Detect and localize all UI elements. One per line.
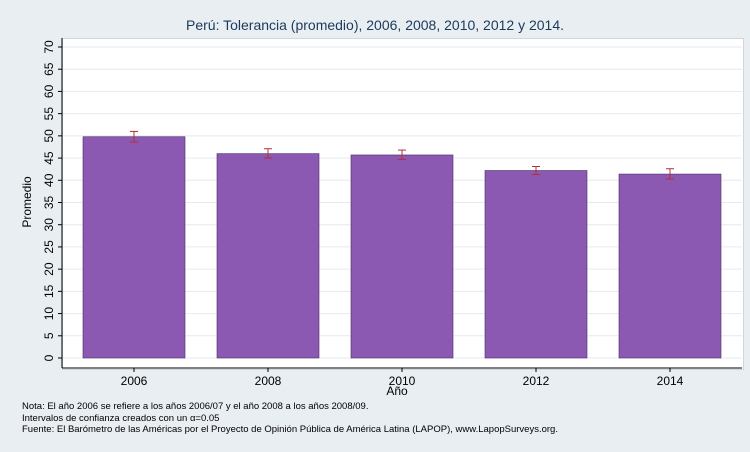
y-tick-label: 35: [42, 196, 56, 210]
y-tick-label: 10: [42, 307, 56, 321]
footnotes: Nota: El año 2006 se refiere a los años …: [22, 401, 558, 436]
x-tick-label-2012: 2012: [523, 374, 550, 388]
footnote-confidence: Intervalos de confianza creados con un α…: [22, 412, 220, 424]
y-tick-label: 50: [42, 129, 56, 143]
y-tick-label: 30: [42, 218, 56, 232]
y-tick-label: 20: [42, 262, 56, 276]
y-tick-label: 70: [42, 40, 56, 54]
y-tick-label: 60: [42, 84, 56, 98]
y-tick-label: 65: [42, 62, 56, 76]
footnote-source: Fuente: El Barómetro de las Américas por…: [22, 424, 558, 435]
bar-2012: [484, 170, 588, 359]
y-tick-label: 0: [42, 354, 56, 361]
bar-2008: [216, 153, 320, 359]
y-tick-label: 40: [42, 173, 56, 187]
x-tick-label-2008: 2008: [255, 374, 282, 388]
chart-title: Perú: Tolerancia (promedio), 2006, 2008,…: [186, 17, 564, 33]
x-tick-label-2006: 2006: [121, 374, 148, 388]
bar-2010: [350, 154, 454, 359]
y-axis-title: Promedio: [20, 176, 34, 228]
x-tick-label-2014: 2014: [657, 374, 684, 388]
y-tick-label: 5: [42, 332, 56, 339]
bar-2006: [82, 136, 186, 359]
x-tick-label-2010: 2010: [389, 374, 416, 388]
x-axis-title: Año: [386, 384, 408, 398]
footnote-note: Nota: El año 2006 se refiere a los años …: [22, 401, 369, 412]
y-tick-label: 45: [42, 151, 56, 165]
y-tick-label: 55: [42, 107, 56, 121]
y-tick-label: 15: [42, 284, 56, 298]
y-tick-label: 25: [42, 240, 56, 254]
bar-2014: [618, 173, 722, 359]
